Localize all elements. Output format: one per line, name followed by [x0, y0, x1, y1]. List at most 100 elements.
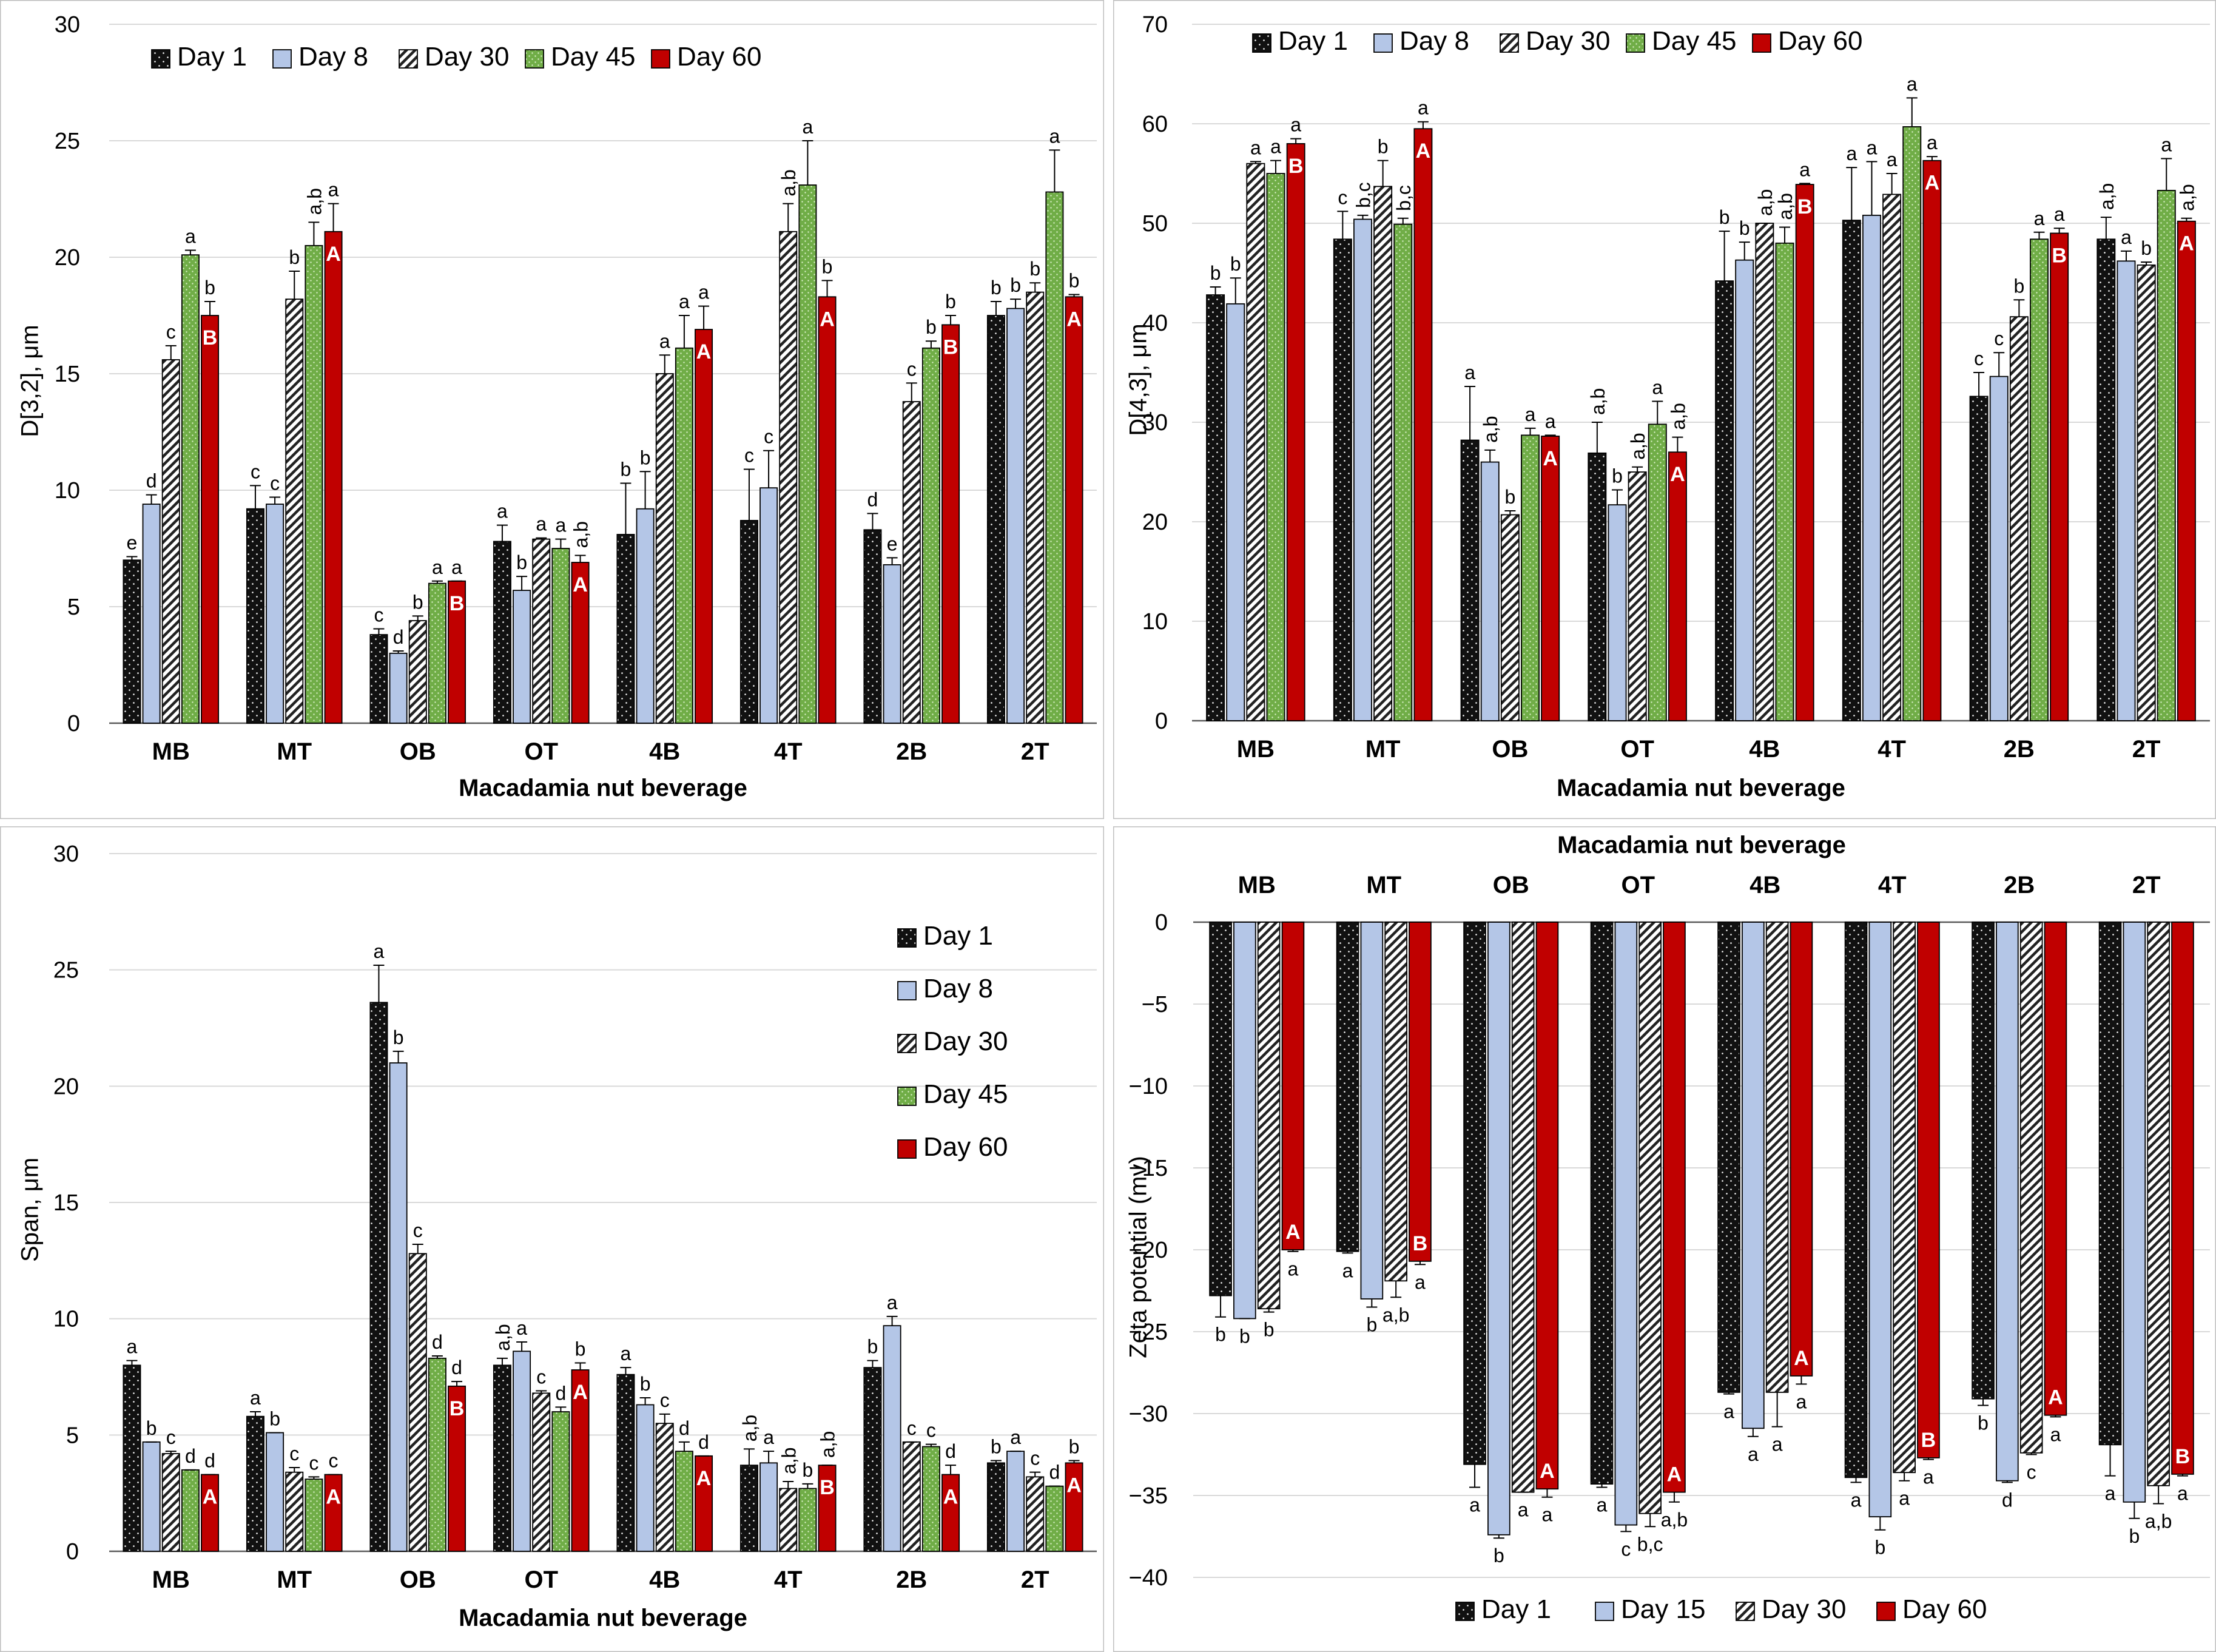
bar-day-30-2b: [2009, 316, 2029, 721]
significance-label: a: [1899, 1488, 1910, 1509]
bar-day-45-ob: [428, 582, 446, 724]
significance-label: a: [432, 556, 443, 578]
category-label-ob: OB: [1493, 872, 1529, 898]
bar-day-45-ob: [428, 1357, 446, 1552]
y-tick-label: 0: [1155, 709, 1168, 734]
bar-day-60-2b: [941, 324, 960, 724]
group-label: B: [820, 1476, 835, 1499]
bar-day-60-4b: [695, 329, 713, 724]
significance-label: b: [2129, 1525, 2140, 1547]
bar-day-8-2b: [1989, 376, 2009, 721]
x-axis-title: Macadamia nut beverage: [1557, 775, 1845, 801]
bar-day-30-ob: [1500, 514, 1520, 721]
chart-title: Macadamia nut beverage: [1557, 832, 1846, 858]
bar-day-60-2b: [2044, 922, 2067, 1416]
significance-label: a,b: [1667, 403, 1689, 430]
bar-day-1-4b: [1717, 922, 1740, 1393]
bar-day-1-4b: [1715, 280, 1734, 721]
significance-label: a: [698, 282, 709, 303]
bar-day-60-mb: [1286, 143, 1305, 721]
y-tick-label: 20: [1142, 510, 1168, 535]
group-label: B: [1797, 195, 1813, 218]
bar-day-15-2t: [2123, 922, 2146, 1503]
significance-label: d: [432, 1331, 443, 1353]
bar-day-30-4t: [1893, 922, 1916, 1474]
significance-label: a: [185, 225, 196, 247]
bar-day-1-4t: [739, 520, 758, 724]
y-tick-label: 30: [55, 12, 80, 38]
significance-label: a: [2050, 1423, 2061, 1445]
y-tick-label: 10: [1142, 609, 1168, 635]
significance-label: b: [822, 255, 833, 277]
legend-swatch-day-45: [897, 1087, 917, 1106]
bar-day-30-2t: [2137, 264, 2156, 721]
significance-label: b: [1378, 136, 1389, 158]
significance-label: d: [1049, 1462, 1060, 1483]
category-label-2t: 2T: [2132, 736, 2161, 763]
category-label-4t: 4T: [774, 1566, 803, 1593]
bar-day-1-mt: [1336, 922, 1359, 1252]
significance-label: c: [536, 1366, 546, 1388]
legend-label-day-60: Day 60: [677, 42, 761, 72]
y-tick-label: 25: [55, 129, 80, 154]
significance-label: a: [1851, 1489, 1862, 1511]
significance-label: a: [1525, 403, 1536, 425]
group-label: A: [573, 1381, 588, 1404]
significance-label: a,b: [1382, 1304, 1409, 1326]
significance-label: d: [945, 1440, 956, 1462]
significance-label: a,b: [778, 1448, 800, 1474]
bar-day-30-4b: [1765, 922, 1789, 1393]
group-label: A: [943, 1486, 958, 1509]
bar-day-30-mt: [1384, 922, 1407, 1282]
significance-label: a: [1518, 1499, 1529, 1521]
group-label: B: [2175, 1445, 2191, 1468]
group-label: B: [1921, 1429, 1936, 1452]
significance-label: a: [2177, 1483, 2188, 1505]
bar-day-30-ot: [1628, 471, 1647, 721]
significance-label: b: [926, 316, 937, 338]
significance-label: a: [803, 116, 813, 138]
bar-day-30-4b: [1755, 223, 1774, 721]
bar-day-1-ob: [369, 1002, 388, 1552]
category-label-mt: MT: [277, 1566, 312, 1593]
significance-label: a,b: [817, 1431, 839, 1458]
significance-label: a: [556, 514, 567, 536]
significance-label: b: [1069, 269, 1080, 291]
bar-day-1-2t: [2098, 922, 2122, 1446]
significance-label: d: [556, 1382, 567, 1404]
y-tick-label: −15: [1129, 1156, 1168, 1181]
significance-label: b: [640, 447, 651, 468]
legend-swatch-day-30: [897, 1034, 917, 1053]
bar-day-8-ot: [513, 1350, 531, 1552]
group-label: A: [1285, 1221, 1301, 1244]
significance-label: a: [1772, 1434, 1783, 1455]
bar-day-1-mb: [123, 1364, 141, 1552]
significance-label: a: [1907, 73, 1918, 95]
bar-day-1-2b: [1969, 396, 1989, 721]
y-tick-label: 70: [1142, 12, 1168, 38]
legend-label-day-30: Day 30: [1762, 1594, 1846, 1624]
significance-label: a: [1415, 1271, 1426, 1293]
y-tick-label: 25: [53, 958, 79, 983]
chart-d43: 0 10 20 30 40 50 60 70 D[4,3], μm Macadamia nut b…: [1113, 0, 2216, 819]
bar-day-45-4b: [1775, 242, 1794, 721]
bar-day-1-2t: [986, 1462, 1005, 1552]
significance-label: a: [1799, 158, 1810, 180]
bar-day-8-4t: [759, 1462, 778, 1552]
significance-label: c: [309, 1452, 318, 1474]
bar-day-45-mt: [305, 1478, 323, 1552]
significance-label: b: [289, 246, 300, 268]
bar-day-30-mb: [1246, 163, 1265, 721]
y-tick-label: 20: [55, 245, 80, 271]
significance-label: b: [1264, 1319, 1275, 1341]
bar-day-60-mt: [1409, 922, 1432, 1262]
legend-swatch-day-60: [897, 1139, 917, 1159]
significance-label: a: [1469, 1494, 1480, 1516]
bar-day-45-mt: [1393, 223, 1413, 721]
chart-zeta-panel: 0 −5 −10 −15 −20 −25 −30 −35 −40 Zeta potential (…: [1113, 826, 2216, 1652]
legend-label-day-1: Day 1: [1278, 26, 1348, 56]
category-label-mt: MT: [1366, 736, 1401, 763]
significance-label: b: [575, 1338, 586, 1360]
legend-label-day-8: Day 8: [1399, 26, 1469, 56]
significance-label: b: [1504, 486, 1515, 508]
